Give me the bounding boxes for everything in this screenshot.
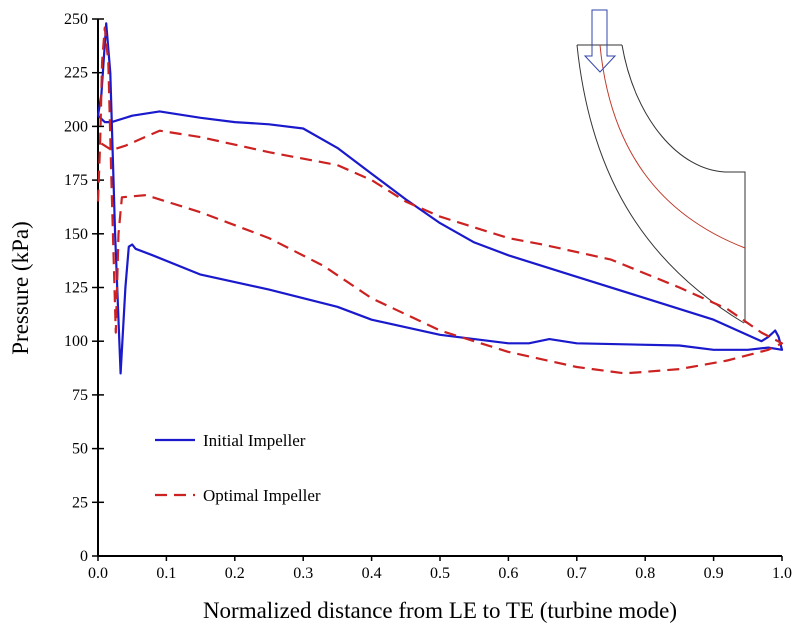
x-tick-label: 0.3 [293, 565, 313, 582]
x-tick-label: 0.6 [498, 565, 518, 582]
series-line-optimal-impeller [96, 26, 784, 375]
inset-flow-arrow-icon [583, 9, 617, 73]
x-tick-label: 0.8 [635, 565, 655, 582]
y-tick-label: 250 [64, 11, 88, 28]
series-line-initial-impeller [96, 22, 784, 375]
x-tick-label: 0.0 [88, 565, 108, 582]
legend-label: Initial Impeller [203, 431, 306, 450]
y-tick-label: 50 [72, 441, 88, 458]
y-tick-label: 150 [64, 226, 88, 243]
y-tick-label: 125 [64, 280, 88, 297]
x-axis-label: Normalized distance from LE to TE (turbi… [203, 598, 677, 623]
x-tick-label: 0.1 [156, 565, 176, 582]
y-tick-label: 25 [72, 494, 88, 511]
x-tick-label: 0.7 [567, 565, 587, 582]
inset-hub-curve [621, 44, 746, 323]
inset-shroud-curve [576, 44, 745, 324]
y-tick-label: 0 [80, 548, 88, 565]
impeller-meridional-inset [576, 9, 746, 324]
y-tick-label: 200 [64, 118, 88, 135]
x-tick-label: 0.2 [225, 565, 245, 582]
y-tick-label: 75 [72, 387, 88, 404]
legend-label: Optimal Impeller [203, 486, 321, 505]
inset-midspan-curve [599, 44, 746, 249]
y-axis-label: Pressure (kPa) [8, 221, 33, 355]
x-tick-label: 0.9 [704, 565, 724, 582]
y-tick-label: 175 [64, 172, 88, 189]
x-tick-label: 1.0 [772, 565, 792, 582]
y-tick-label: 100 [64, 333, 88, 350]
x-tick-label: 0.4 [362, 565, 382, 582]
y-tick-label: 225 [64, 65, 88, 82]
x-tick-label: 0.5 [430, 565, 450, 582]
